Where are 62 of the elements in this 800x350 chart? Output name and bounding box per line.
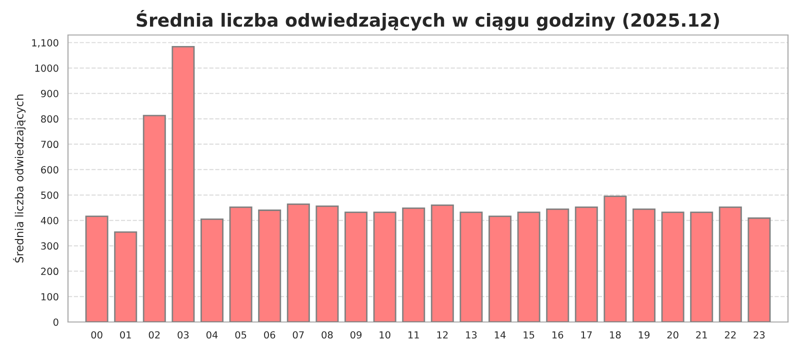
bar xyxy=(258,210,282,322)
bar xyxy=(114,231,138,322)
bar xyxy=(402,208,426,322)
bar xyxy=(718,206,742,322)
bar xyxy=(142,114,166,322)
x-tick-label: 21 xyxy=(696,331,707,338)
y-tick-label: 900 xyxy=(41,90,58,98)
x-tick-label: 20 xyxy=(667,331,678,339)
bar xyxy=(200,218,224,322)
y-tick-label: 800 xyxy=(41,115,58,123)
y-tick-label: 100 xyxy=(41,293,58,300)
x-tick-label: 05 xyxy=(235,331,246,339)
y-tick-label: 600 xyxy=(41,166,58,174)
y-tick-label: 300 xyxy=(41,242,58,250)
x-tick-label: 08 xyxy=(322,331,333,339)
x-tick-label: 06 xyxy=(264,331,276,339)
bar xyxy=(229,206,252,322)
x-tick-label: 11 xyxy=(408,331,419,338)
bar xyxy=(316,205,339,322)
x-tick-label: 12 xyxy=(437,331,448,338)
bar xyxy=(748,217,771,322)
y-tick-label: 1,100 xyxy=(32,39,58,48)
bar xyxy=(488,216,512,322)
bar xyxy=(604,196,627,322)
x-tick-label: 13 xyxy=(466,331,477,339)
chart-title: Średnia liczba odwiedzających w ciągu godziny (2025.12) xyxy=(136,10,719,31)
x-tick-label: 15 xyxy=(524,331,534,339)
bar xyxy=(690,212,714,322)
y-tick-label: 200 xyxy=(41,268,58,276)
y-tick-label: 1000 xyxy=(35,64,58,72)
x-tick-label: 17 xyxy=(581,331,592,338)
x-tick-label: 22 xyxy=(724,331,736,338)
x-tick-label: 02 xyxy=(148,331,160,339)
x-tick-label: 07 xyxy=(292,331,304,339)
x-tick-label: 23 xyxy=(754,331,765,339)
x-tick-label: 10 xyxy=(380,331,390,339)
x-tick-label: 04 xyxy=(206,331,218,339)
x-tick-label: 00 xyxy=(91,331,102,339)
x-tick-label: 09 xyxy=(350,331,362,339)
y-tick-label: 700 xyxy=(41,140,58,148)
bar xyxy=(574,206,598,322)
bar xyxy=(373,212,396,322)
bar xyxy=(85,216,108,322)
x-tick-label: 16 xyxy=(552,331,564,339)
bar xyxy=(344,212,368,322)
bar xyxy=(517,212,540,322)
x-tick-label: 03 xyxy=(178,331,189,339)
x-tick-label: 18 xyxy=(610,331,621,339)
bar xyxy=(460,212,483,322)
bar xyxy=(661,212,684,322)
bar xyxy=(546,208,570,322)
y-axis-title: Średnia liczba odwiedzających xyxy=(12,94,26,263)
x-tick-label: 19 xyxy=(638,331,650,339)
bar xyxy=(632,208,656,322)
y-tick-label: 400 xyxy=(40,216,58,224)
y-tick-label: 0 xyxy=(53,318,58,326)
x-tick-label: 14 xyxy=(494,331,506,338)
y-tick-label: 500 xyxy=(41,191,58,199)
bar xyxy=(286,203,310,322)
bar xyxy=(430,204,454,322)
bar xyxy=(172,46,195,322)
x-tick-label: 01 xyxy=(120,331,131,339)
